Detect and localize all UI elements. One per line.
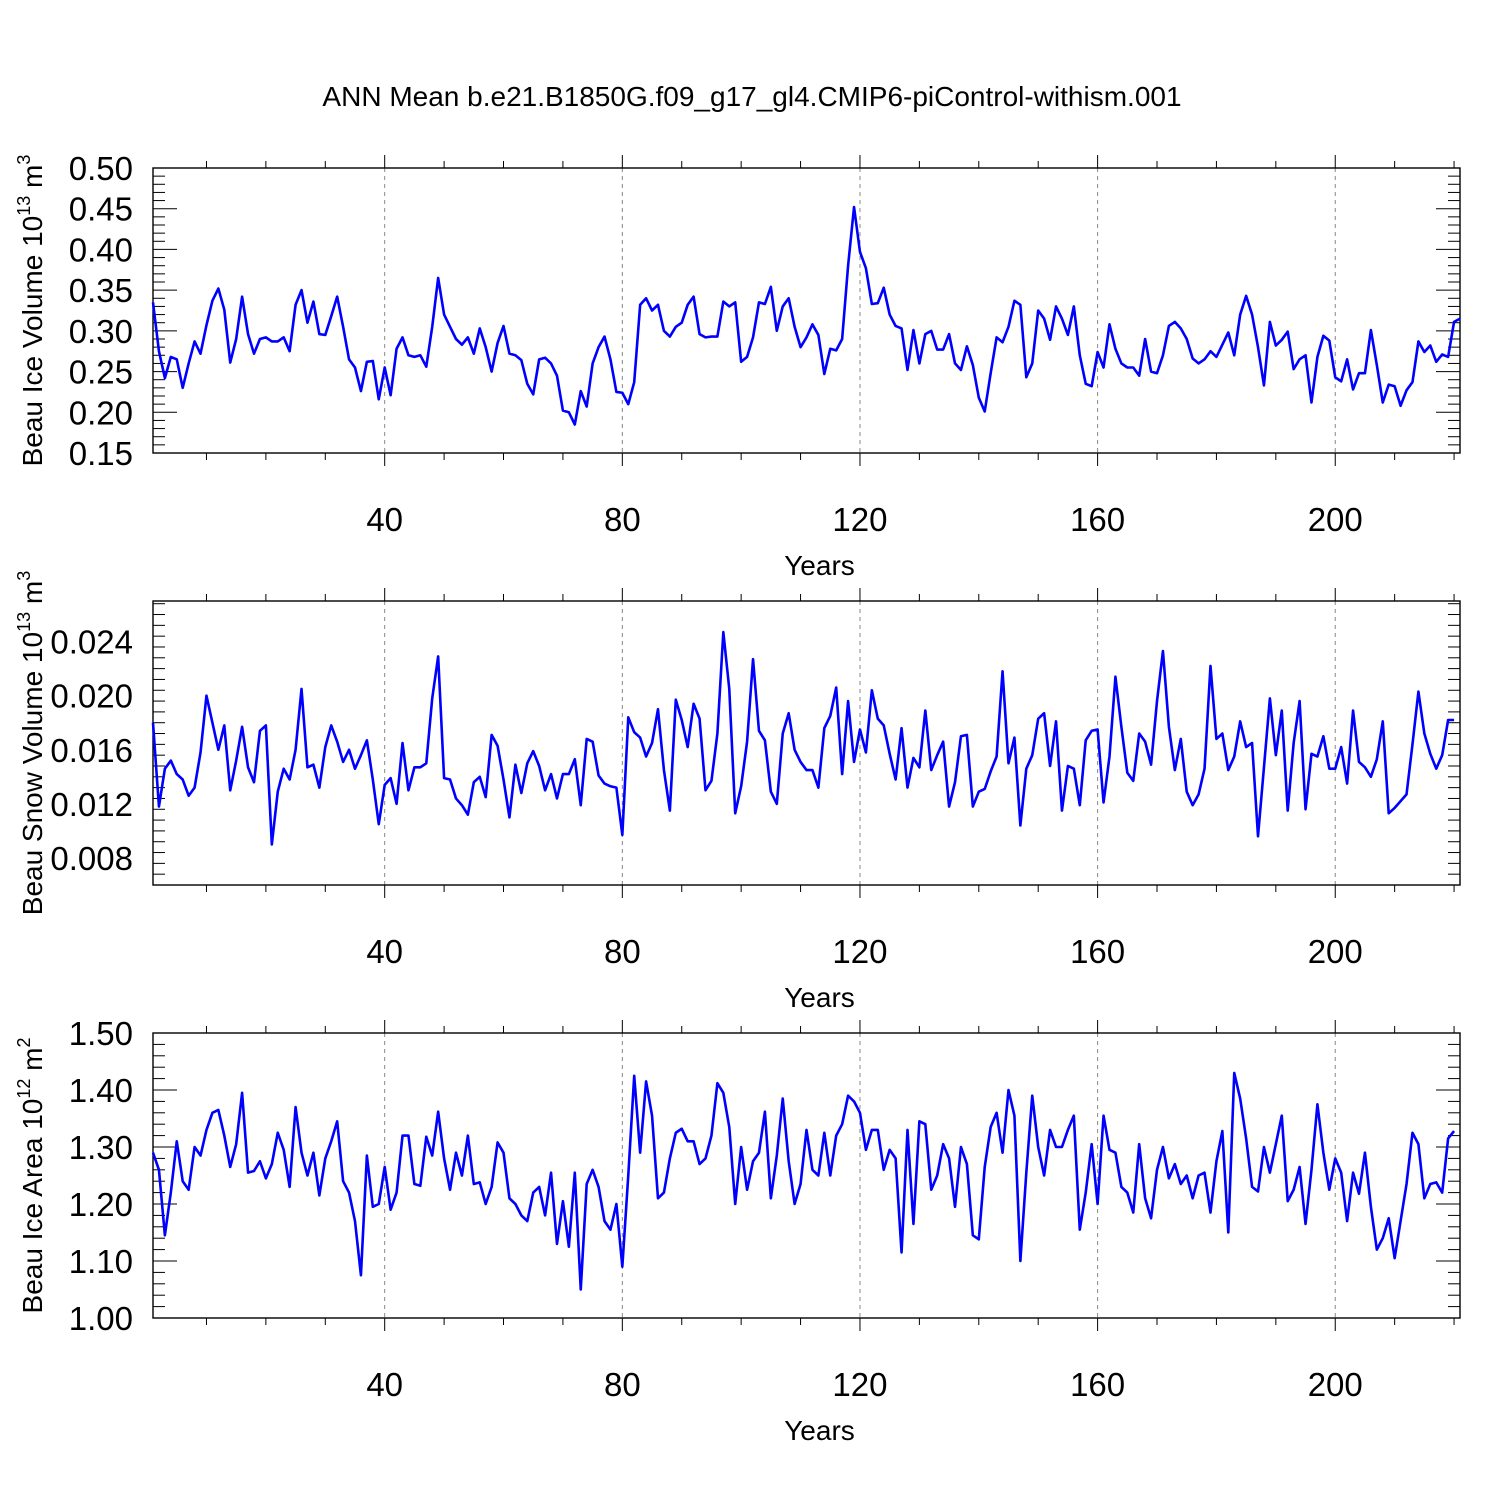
x-tick-label: 200 <box>1308 1366 1363 1403</box>
chart-title: ANN Mean b.e21.B1850G.f09_g17_gl4.CMIP6-… <box>322 81 1181 112</box>
x-tick-label: 160 <box>1070 501 1125 538</box>
y-tick-label: 0.40 <box>69 231 133 268</box>
y-tick-label: 0.008 <box>50 840 133 877</box>
y-tick-label: 1.50 <box>69 1015 133 1052</box>
y-tick-label: 1.20 <box>69 1186 133 1223</box>
x-tick-label: 120 <box>832 1366 887 1403</box>
x-tick-label: 80 <box>604 933 641 970</box>
series-line <box>151 1071 1456 1291</box>
x-tick-label: 40 <box>366 933 403 970</box>
y-tick-label: 1.00 <box>69 1300 133 1337</box>
y-tick-label: 0.25 <box>69 354 133 391</box>
series-line <box>151 205 1461 426</box>
y-tick-label: 0.15 <box>69 435 133 472</box>
y-tick-label: 0.024 <box>50 624 133 661</box>
x-tick-label: 80 <box>604 1366 641 1403</box>
x-tick-label: 120 <box>832 933 887 970</box>
x-tick-label: 160 <box>1070 1366 1125 1403</box>
y-tick-label: 0.016 <box>50 732 133 769</box>
y-tick-label: 0.30 <box>69 313 133 350</box>
x-tick-label: 80 <box>604 501 641 538</box>
panel-2: 0.008 0.012 0.016 0.020 0.024 40 80 120 160 200 Ye… <box>14 571 1461 1013</box>
x-axis-title: Years <box>784 1415 855 1446</box>
y-tick-label: 1.40 <box>69 1072 133 1109</box>
y-tick-label: 0.012 <box>50 786 133 823</box>
panel-1: 0.15 0.200.25 0.30 0.35 0.400.45 0.50 40 80 120 1… <box>14 150 1461 581</box>
y-tick-label: 0.50 <box>69 150 133 187</box>
y-tick-label: 1.10 <box>69 1243 133 1280</box>
y-tick-label: 0.020 <box>50 678 133 715</box>
y-tick-label: 0.35 <box>69 272 133 309</box>
y-axis-title: Beau Ice Area 1012 m2 <box>14 1038 48 1314</box>
plot-frame <box>152 167 1461 454</box>
y-tick-label: 0.45 <box>69 191 133 228</box>
x-tick-label: 40 <box>366 1366 403 1403</box>
x-tick-label: 200 <box>1308 933 1363 970</box>
x-tick-label: 200 <box>1308 501 1363 538</box>
x-tick-label: 120 <box>832 501 887 538</box>
y-axis-title: Beau Snow Volume 1013 m3 <box>14 571 48 915</box>
x-tick-label: 40 <box>366 501 403 538</box>
panel-3: 1.00 1.10 1.20 1.30 1.40 1.50 40 80 120 160 200 Yea… <box>14 1015 1461 1446</box>
plot-frame <box>152 1032 1461 1319</box>
x-axis-title: Years <box>784 982 855 1013</box>
x-axis-title: Years <box>784 550 855 581</box>
y-axis-title: Beau Ice Volume 1013 m3 <box>14 155 48 467</box>
y-tick-label: 0.20 <box>69 394 133 431</box>
plot-frame <box>152 600 1461 886</box>
series-line <box>151 630 1455 846</box>
y-tick-label: 1.30 <box>69 1129 133 1166</box>
x-tick-label: 160 <box>1070 933 1125 970</box>
